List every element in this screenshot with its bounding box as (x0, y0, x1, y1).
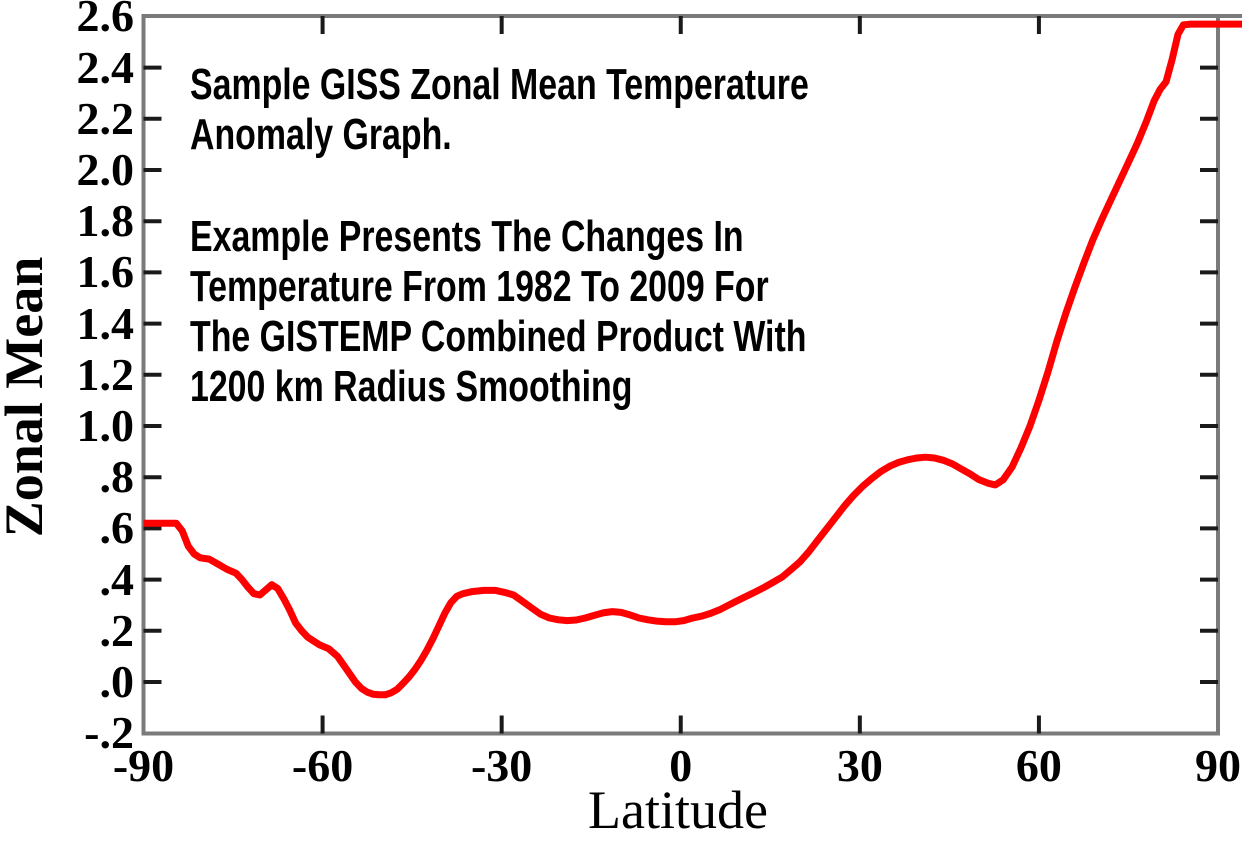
x-tick-label-90: 90 (1195, 740, 1241, 791)
x-tick-label-0: 0 (669, 740, 693, 791)
annotation-description-line-1: Example Presents The Changes In (190, 212, 744, 261)
y-tick-label-.0: .0 (99, 656, 135, 707)
anomaly-line (143, 20, 1218, 699)
y-tick-label-.4: .4 (99, 553, 135, 605)
x-tick-label--90: -90 (112, 740, 175, 791)
annotation-title: Sample GISS Zonal Mean Temperature Anoma… (190, 60, 809, 160)
annotation-title-line-1: Sample GISS Zonal Mean Temperature (190, 60, 809, 109)
annotation-description: Example Presents The Changes In Temperat… (190, 212, 806, 412)
y-tick-label-1.6: 1.6 (76, 246, 135, 298)
y-tick-label-2.2: 2.2 (76, 92, 135, 144)
y-tick-label-2.0: 2.0 (76, 144, 135, 195)
x-tick-label-30: 30 (836, 740, 883, 791)
y-tick-label-1.2: 1.2 (76, 348, 135, 400)
annotation-description-line-3: The GISTEMP Combined Product With (190, 312, 807, 361)
annotation-description-line-4: 1200 km Radius Smoothing (190, 362, 633, 411)
annotation-description-line-2: Temperature From 1982 To 2009 For (190, 262, 769, 311)
x-tick-label-60: 60 (1015, 740, 1062, 791)
y-tick-label-1.0: 1.0 (76, 400, 135, 451)
x-tick-label--60: -60 (291, 740, 354, 791)
y-tick-label-.6: .6 (99, 502, 135, 554)
x-tick-label--30: -30 (470, 740, 533, 791)
annotation-title-line-2: Anomaly Graph. (190, 110, 452, 159)
y-tick-label-2.4: 2.4 (76, 41, 135, 93)
x-axis-title: Latitude (588, 780, 768, 840)
y-tick-label-1.8: 1.8 (76, 195, 135, 247)
y-tick-label--.2: -.2 (84, 707, 134, 759)
y-tick-label-.2: .2 (99, 604, 135, 656)
y-tick-label-1.4: 1.4 (76, 297, 135, 349)
y-tick-label-2.6: 2.6 (76, 0, 135, 42)
y-tick-label-.8: .8 (99, 451, 135, 503)
